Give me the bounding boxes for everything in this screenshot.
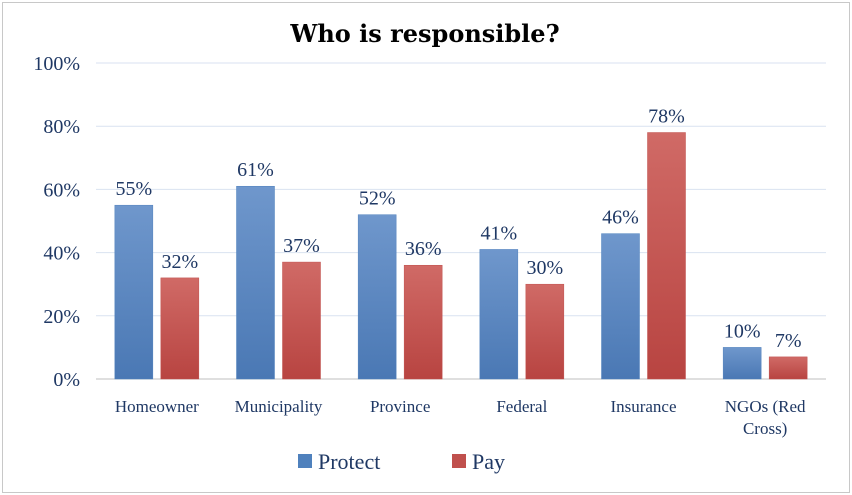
- data-label: 36%: [405, 238, 442, 260]
- x-category-label: Federal: [496, 397, 547, 416]
- y-tick-label: 100%: [33, 53, 80, 75]
- y-tick-label: 20%: [43, 306, 80, 328]
- bar-pay: [282, 261, 321, 380]
- legend: Protect Pay: [298, 449, 505, 474]
- bar-pay: [647, 132, 686, 380]
- data-label: 32%: [161, 251, 198, 273]
- data-label: 10%: [724, 320, 761, 342]
- legend-swatch-protect: [298, 454, 312, 468]
- data-label: 30%: [526, 257, 563, 279]
- bar-protect: [357, 214, 397, 380]
- legend-label-protect: Protect: [318, 449, 380, 474]
- bar-pay: [525, 283, 565, 380]
- legend-swatch-pay: [452, 454, 466, 468]
- y-tick-label: 0%: [53, 369, 80, 391]
- data-label: 7%: [775, 330, 802, 352]
- bar-pay: [160, 277, 200, 380]
- gridlines: [96, 62, 826, 380]
- x-category-label: Municipality: [235, 397, 323, 416]
- data-labels: 55% 32% 61% 37% 52% 36% 41% 30% 46% 78% 10% 7%: [115, 106, 801, 352]
- bar-protect: [114, 204, 154, 380]
- bar-protect: [722, 347, 762, 380]
- x-category-label: Cross): [743, 419, 787, 438]
- x-category-label: Homeowner: [115, 397, 199, 416]
- data-label: 52%: [359, 188, 396, 210]
- bar-pay: [403, 264, 443, 380]
- data-label: 37%: [283, 235, 320, 257]
- data-label: 46%: [602, 207, 639, 229]
- data-label: 41%: [480, 222, 517, 244]
- x-category-label: NGOs (Red: [725, 397, 806, 416]
- data-label: 61%: [237, 159, 274, 181]
- y-tick-label: 60%: [43, 179, 80, 201]
- bar-protect: [236, 185, 275, 380]
- chart-title: Who is responsible?: [289, 19, 559, 48]
- x-category-label: Province: [370, 397, 430, 416]
- y-tick-label: 40%: [43, 243, 80, 265]
- data-label: 78%: [648, 106, 685, 128]
- y-axis-ticks: 0% 20% 40% 60% 80% 100%: [33, 53, 80, 391]
- bars: [114, 132, 808, 380]
- x-category-label: Insurance: [610, 397, 676, 416]
- legend-label-pay: Pay: [472, 449, 505, 474]
- y-tick-label: 80%: [43, 116, 80, 138]
- data-label: 55%: [115, 178, 152, 200]
- x-axis-categories: Homeowner Municipality Province Federal Insu…: [115, 397, 806, 438]
- bar-protect: [601, 233, 640, 380]
- bar-protect: [479, 249, 519, 380]
- bar-pay: [768, 356, 808, 380]
